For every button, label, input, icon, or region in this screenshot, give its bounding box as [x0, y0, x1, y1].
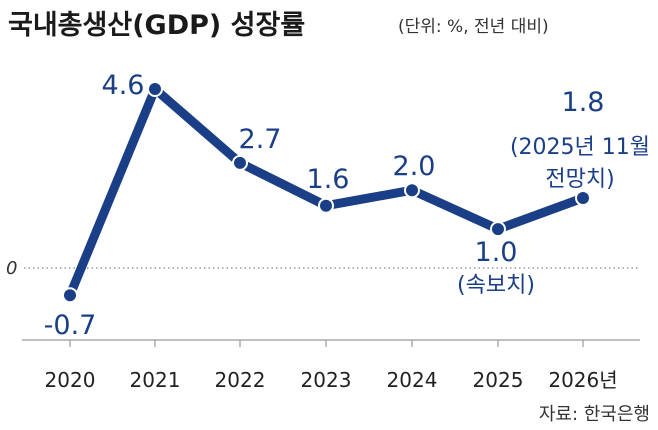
- source-note: 자료: 한국은행: [539, 404, 650, 425]
- data-label: 4.6: [102, 70, 145, 101]
- annotation-text: (2025년 11월: [510, 135, 650, 160]
- x-tick-label: 2021: [130, 368, 181, 392]
- annotation-text: (속보치): [457, 273, 535, 298]
- x-tick-label: 2020: [45, 368, 96, 392]
- data-point: [318, 197, 334, 214]
- x-tick-label: 2023: [301, 368, 352, 392]
- data-label: 2.7: [239, 124, 282, 155]
- x-tick-label: 2025: [473, 368, 524, 392]
- data-point: [490, 221, 506, 238]
- chart-subtitle: (단위: %, 전년 대비): [398, 17, 549, 37]
- data-label: 1.0: [475, 237, 518, 268]
- data-point: [575, 190, 591, 206]
- annotation-text: 전망치): [545, 167, 614, 192]
- x-tick-label: 2022: [215, 368, 266, 392]
- data-label: 1.8: [562, 87, 605, 118]
- data-label: 1.6: [307, 164, 350, 195]
- data-label: 2.0: [393, 151, 436, 182]
- data-point: [147, 81, 163, 97]
- chart-marks: 2020 2021 2022 2023 2024 2025 2026년 -0.7 4.6 2.7 1…: [44, 70, 653, 392]
- data-point: [404, 182, 420, 199]
- data-point: [232, 154, 248, 171]
- x-tick-label: 2026년: [548, 368, 617, 392]
- data-label: -0.7: [44, 310, 97, 341]
- data-point: [62, 287, 78, 304]
- zero-axis-label: 0: [6, 258, 17, 279]
- x-tick-label: 2024: [387, 368, 438, 392]
- chart-title: 국내총생산(GDP) 성장률: [8, 10, 305, 41]
